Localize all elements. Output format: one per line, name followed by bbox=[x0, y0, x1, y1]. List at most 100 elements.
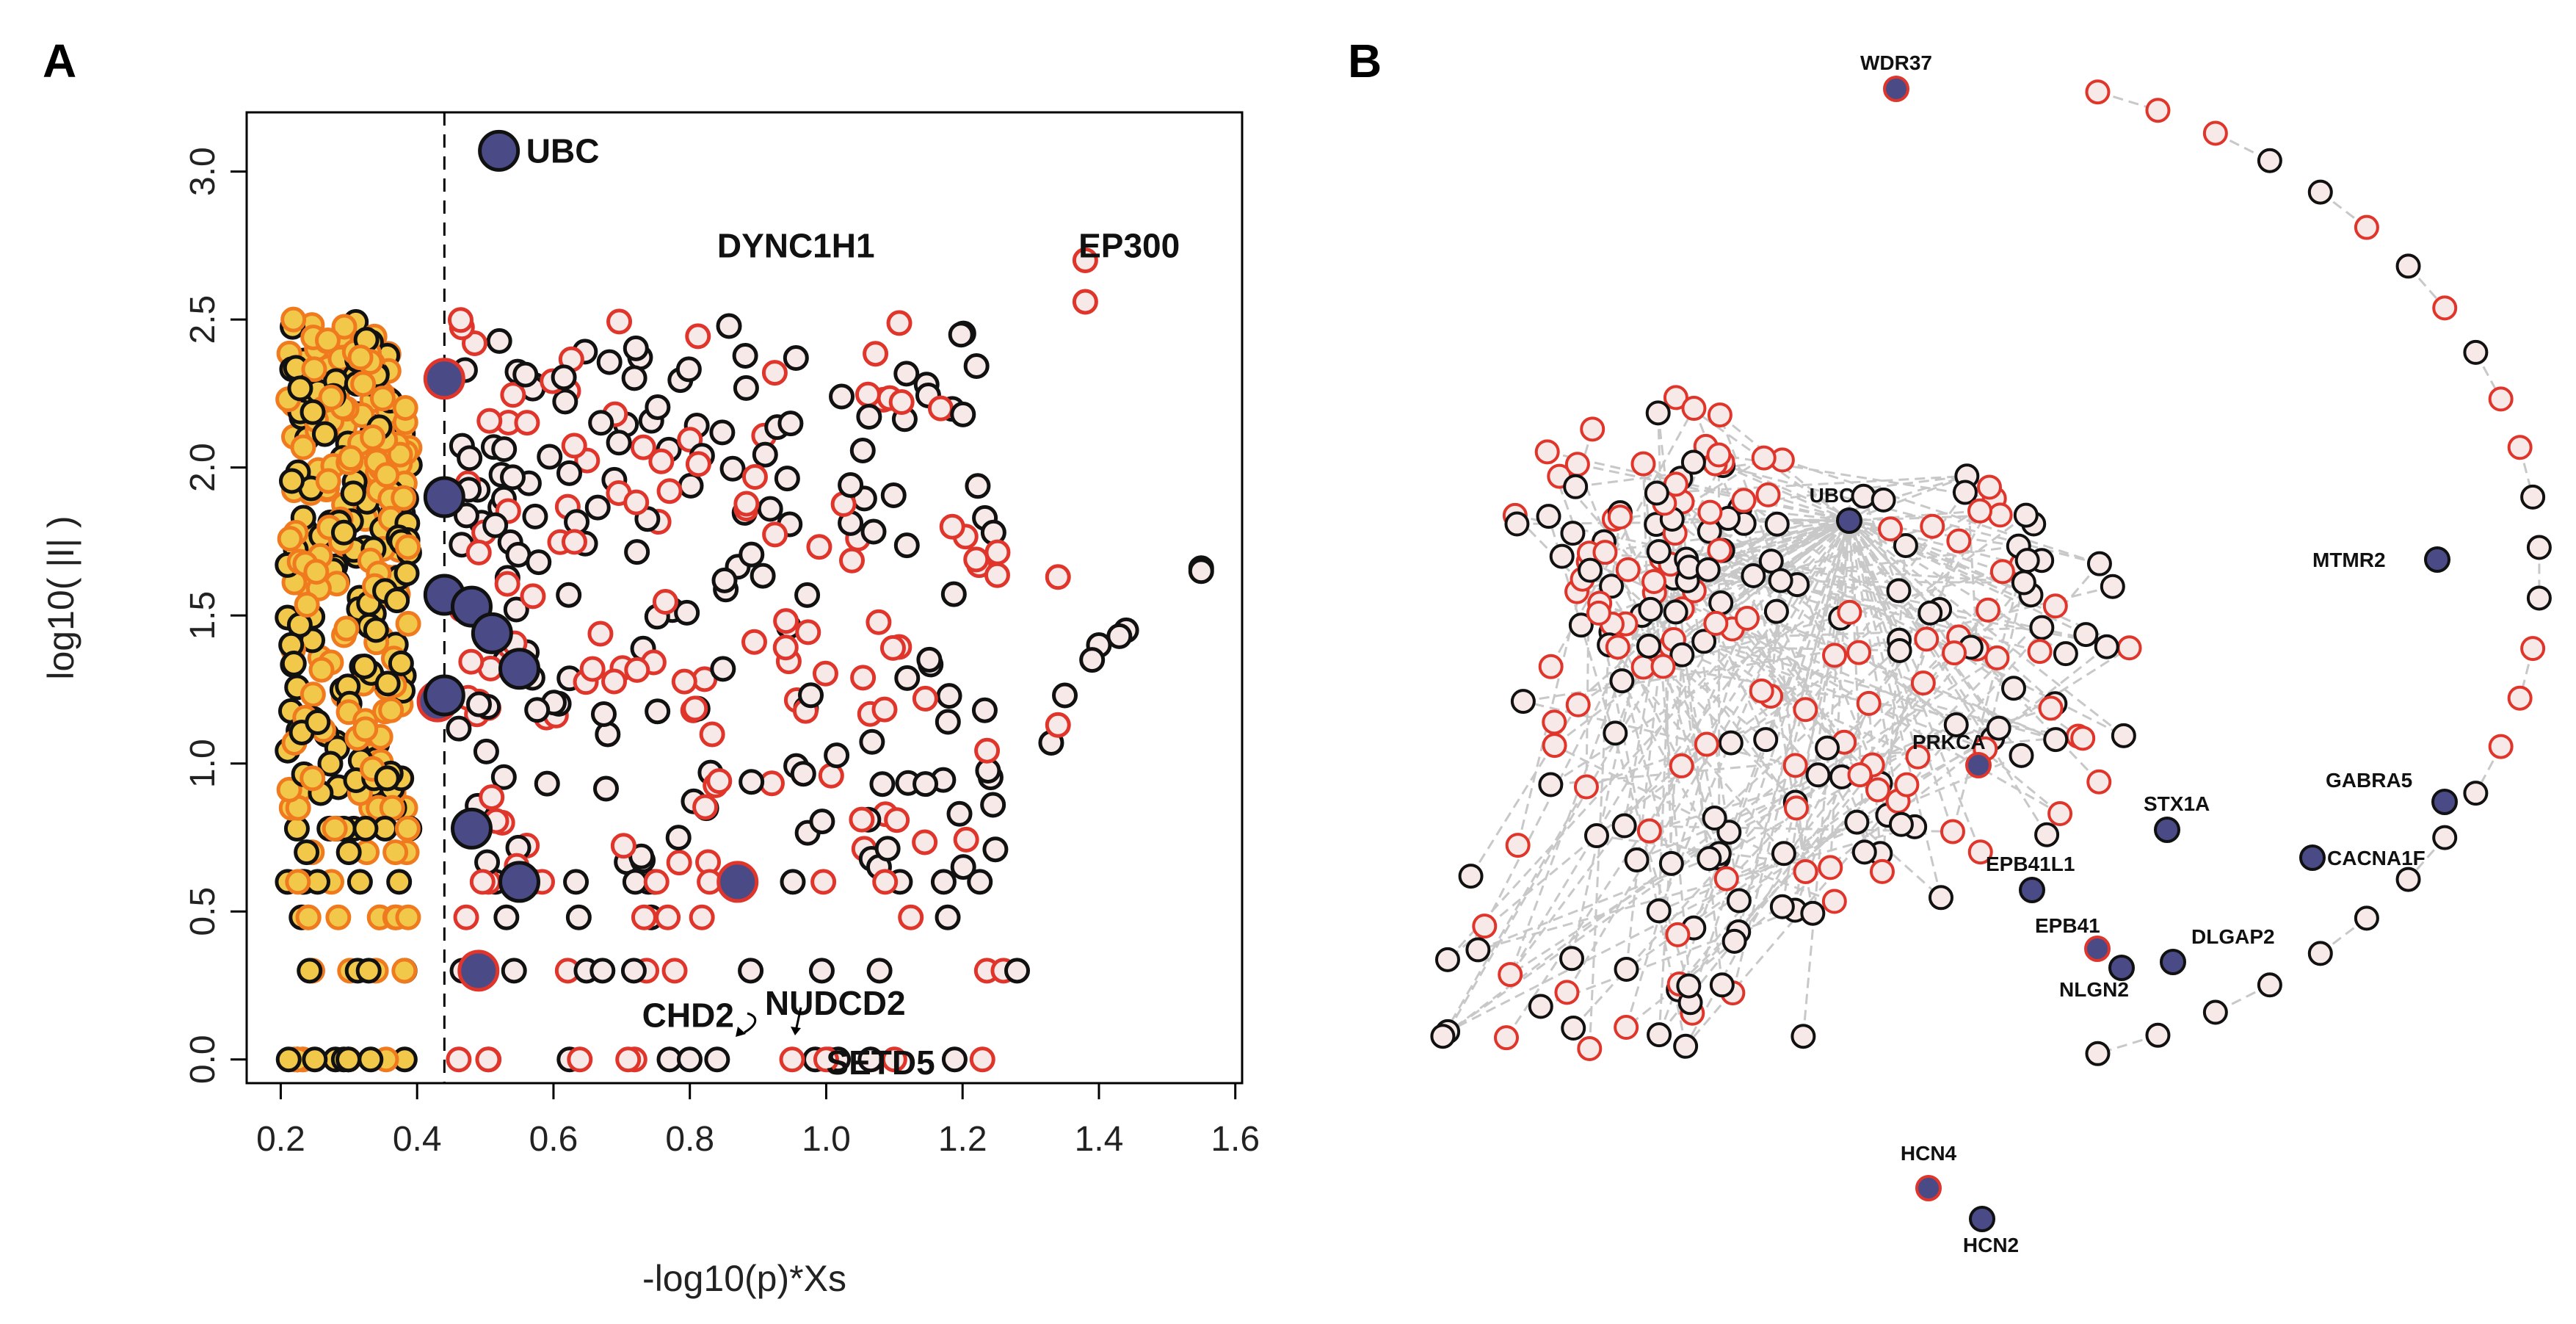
network-edge bbox=[1848, 519, 2125, 737]
highlighted-point bbox=[423, 476, 465, 518]
network-node bbox=[1905, 744, 1931, 770]
scatter-point bbox=[391, 958, 418, 984]
node-label: UBC bbox=[1810, 484, 1854, 507]
annotation-label: SETD5 bbox=[826, 1043, 935, 1082]
network-node bbox=[1504, 511, 1530, 537]
node-label: WDR37 bbox=[1860, 51, 1932, 74]
scatter-point bbox=[671, 668, 697, 695]
network-node bbox=[1638, 596, 1663, 622]
network-edge bbox=[1804, 491, 1967, 711]
network-node bbox=[1844, 809, 1870, 835]
network-node bbox=[1967, 839, 1993, 865]
scatter-point bbox=[809, 808, 835, 835]
network-edge bbox=[1670, 562, 2130, 649]
highlighted-node bbox=[2084, 936, 2111, 962]
scatter-point bbox=[982, 836, 1009, 863]
network-node bbox=[1697, 846, 1722, 872]
network-node bbox=[1976, 474, 2002, 500]
scatter-point bbox=[556, 460, 583, 486]
panel-b-letter: B bbox=[1348, 35, 1382, 87]
scatter-point bbox=[739, 541, 765, 568]
network-node bbox=[1886, 578, 1912, 604]
scatter-point bbox=[645, 394, 671, 420]
scatter-point bbox=[869, 771, 896, 797]
network-node bbox=[2257, 148, 2282, 173]
scatter-point bbox=[810, 869, 837, 895]
scatter-point bbox=[318, 384, 344, 410]
network-node bbox=[1538, 772, 1564, 797]
scatter-point bbox=[655, 904, 681, 930]
scatter-point bbox=[773, 608, 799, 634]
network-node bbox=[2488, 386, 2514, 412]
scatter-point bbox=[615, 1046, 642, 1073]
scatter-point bbox=[898, 904, 924, 930]
scatter-point bbox=[277, 526, 303, 552]
scatter-point bbox=[894, 665, 921, 691]
scatter-point bbox=[588, 410, 614, 436]
network-node bbox=[1946, 528, 1972, 554]
scatter-point bbox=[849, 437, 876, 463]
scatter-point bbox=[374, 765, 400, 792]
scatter-point bbox=[500, 382, 526, 408]
scatter-point bbox=[984, 539, 1011, 565]
highlighted-node bbox=[2154, 817, 2180, 843]
scatter-point bbox=[935, 904, 961, 930]
scatter-point bbox=[315, 468, 341, 494]
y-tick-label: 0.5 bbox=[184, 887, 222, 936]
highlighted-node bbox=[2431, 789, 2458, 815]
network-node bbox=[2526, 585, 2552, 611]
node-label: GABRA5 bbox=[2326, 769, 2412, 792]
network-node bbox=[2043, 727, 2069, 753]
network-node bbox=[1673, 1033, 1699, 1059]
network-node bbox=[1783, 795, 1809, 821]
scatter-point bbox=[774, 466, 800, 492]
scatter-point bbox=[589, 958, 616, 984]
highlighted-node bbox=[1883, 76, 1909, 102]
network-node bbox=[1663, 385, 1688, 410]
network-node bbox=[1793, 858, 1818, 884]
network-node bbox=[2395, 867, 2421, 892]
network-node bbox=[2094, 634, 2119, 659]
network-node bbox=[1856, 690, 1882, 716]
scatter-point bbox=[300, 681, 326, 708]
network-node bbox=[1910, 670, 1936, 696]
scatter-point bbox=[556, 582, 582, 608]
scatter-point bbox=[503, 596, 529, 623]
node-label: EPB41L1 bbox=[1986, 853, 2075, 875]
scatter-point bbox=[752, 441, 778, 468]
panel-b-network: WDR37 UBC MTMR2 PRKCA STX1A GABRA5 CACNA1F EPB4… bbox=[1430, 51, 2552, 1256]
y-tick-label: 3.0 bbox=[184, 147, 222, 196]
scatter-point bbox=[453, 502, 479, 529]
network-node bbox=[2354, 214, 2379, 240]
scatter-point bbox=[465, 691, 492, 717]
network-node bbox=[1669, 642, 1695, 668]
highlighted-point bbox=[471, 612, 513, 654]
scatter-point bbox=[335, 839, 362, 866]
network-node bbox=[1647, 1022, 1672, 1048]
scatter-point bbox=[606, 430, 632, 456]
network-node bbox=[1721, 928, 1747, 954]
scatter-point bbox=[499, 464, 526, 491]
network-node bbox=[1691, 629, 1717, 654]
network-node bbox=[1707, 402, 1733, 428]
network-node bbox=[1753, 727, 1779, 753]
network-node bbox=[1528, 994, 1553, 1019]
scatter-point bbox=[709, 419, 736, 446]
scatter-point bbox=[685, 451, 711, 477]
scatter-point bbox=[913, 771, 939, 797]
network-node bbox=[1641, 568, 1667, 594]
network-edge bbox=[1447, 800, 1899, 1033]
network-node bbox=[1918, 600, 1943, 626]
scatter-point bbox=[561, 529, 587, 555]
scatter-point bbox=[692, 794, 719, 820]
network-node bbox=[2145, 98, 2171, 123]
scatter-point bbox=[739, 769, 765, 795]
scatter-point bbox=[880, 482, 907, 509]
scatter-point bbox=[446, 1046, 472, 1073]
network-node bbox=[1887, 637, 1912, 663]
annotation-label: EP300 bbox=[1078, 226, 1180, 264]
network-node bbox=[1630, 451, 1656, 477]
scatter-point bbox=[678, 472, 704, 499]
panel-a-letter: A bbox=[43, 35, 76, 87]
